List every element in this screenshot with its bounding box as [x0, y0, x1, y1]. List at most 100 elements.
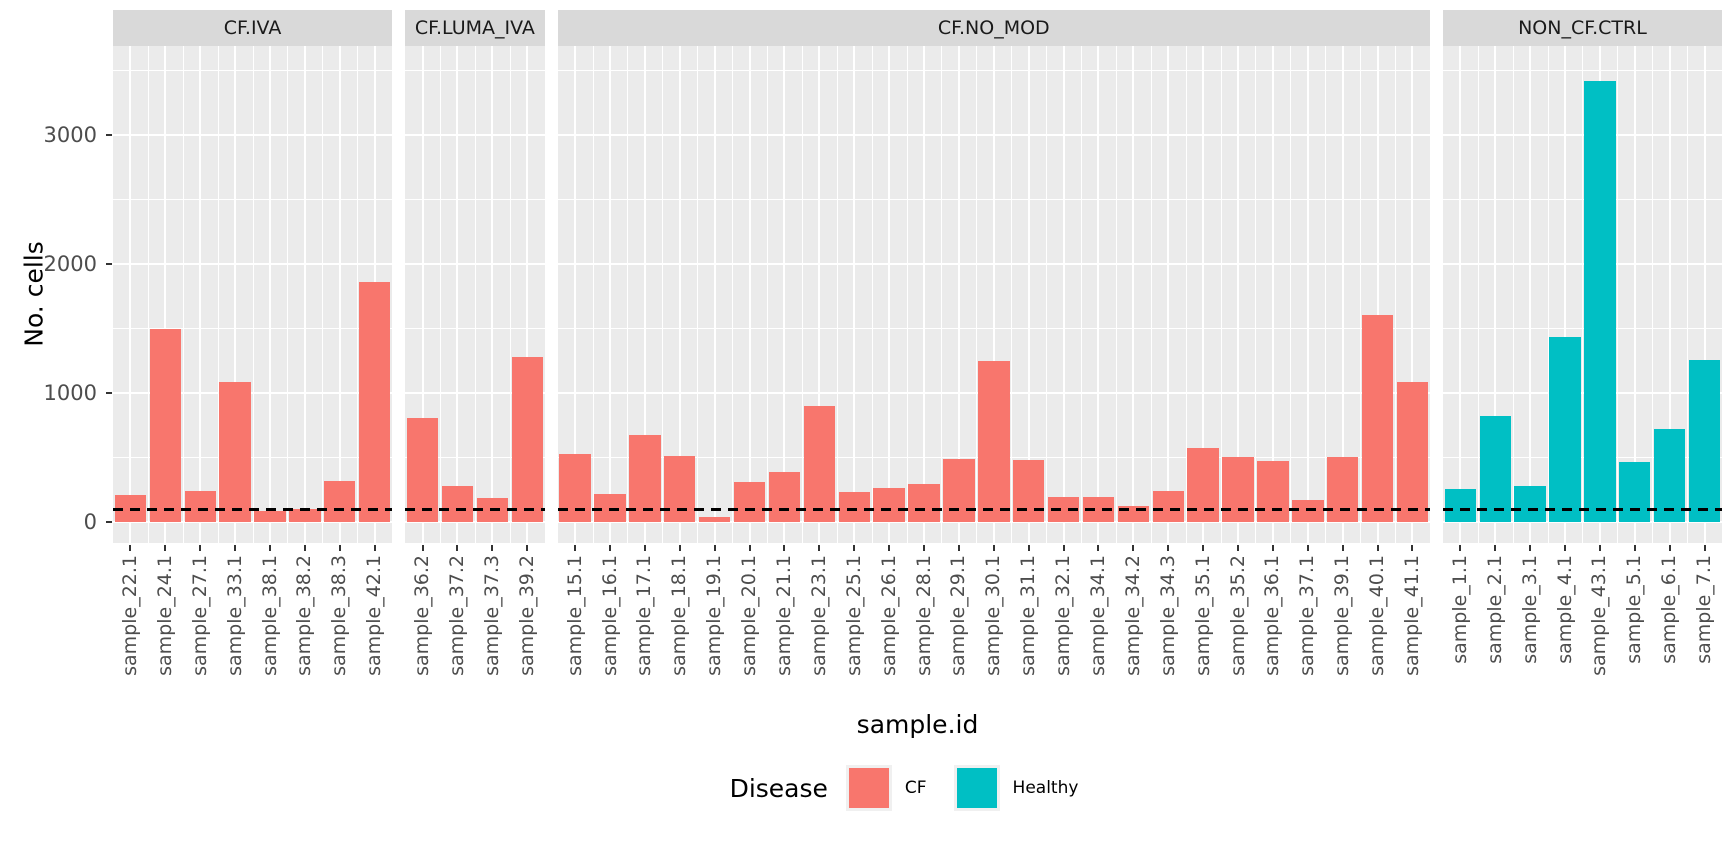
gridline-h-minor: [113, 70, 393, 72]
gridline-v-minor: [440, 46, 441, 543]
bar-slot: [287, 508, 322, 523]
x-label-slot: sample_33.1: [218, 552, 253, 702]
gridline-v-minor: [182, 46, 184, 543]
bar-sample_4.1: [1549, 337, 1581, 523]
grid-slot: [1617, 46, 1652, 543]
grid-slot: [697, 46, 732, 543]
grid-slot: [592, 46, 628, 543]
x-tick-mark: [609, 545, 611, 551]
x-label-slot: sample_23.1: [802, 552, 837, 702]
x-tick-label: sample_21.1: [772, 555, 795, 676]
grid-slot: [1220, 46, 1256, 543]
gridline-v-minor: [1081, 46, 1083, 543]
bar-slot: [662, 455, 697, 523]
x-tick-label: sample_5.1: [1623, 555, 1646, 664]
x-tick-label: sample_4.1: [1553, 555, 1576, 664]
gridline-v-minor: [1011, 46, 1013, 543]
x-tick-slot: [1617, 545, 1652, 552]
gridline-v-major: [818, 46, 821, 543]
bar-sample_34.3: [1152, 491, 1184, 523]
bar-sample_6.1: [1653, 428, 1686, 523]
gridline-v-minor: [1046, 46, 1048, 543]
gridline-v-major: [456, 46, 459, 543]
grid-slot: [147, 46, 183, 543]
x-tick-label: sample_18.1: [668, 555, 691, 676]
x-tick-label: sample_28.1: [912, 555, 935, 676]
x-tick-label: sample_16.1: [598, 555, 621, 676]
grid-slot: [509, 46, 545, 543]
gridline-h-minor: [113, 457, 393, 459]
x-tick-label: sample_43.1: [1588, 555, 1611, 676]
gridline-v-minor: [1582, 46, 1584, 543]
bar-sample_29.1: [943, 459, 975, 523]
gridline-v-minor: [1185, 46, 1187, 543]
facet-CF.IVA: CF.IVA sample_22.1 sample_24.1 sample_27.1 s…: [113, 10, 393, 702]
grid-slot: [558, 46, 593, 543]
gridline-h-major: [1442, 134, 1722, 137]
gridline-h-major: [1442, 392, 1722, 395]
gridline-v-minor: [836, 46, 838, 543]
threshold-dashed-line: [557, 507, 1430, 511]
gridline-v-major: [1564, 46, 1566, 543]
gridline-v-minor: [627, 46, 629, 543]
x-tick-mark: [923, 545, 926, 551]
x-tick-label: sample_34.3: [1156, 555, 1179, 676]
x-tick-mark: [1703, 545, 1706, 551]
gridline-v-major: [526, 46, 529, 543]
x-tick-slot: [1081, 545, 1116, 552]
x-tick-mark: [269, 545, 271, 551]
x-tick-slot: [1116, 545, 1151, 552]
x-tick-label: sample_35.1: [1191, 555, 1214, 676]
threshold-dashed-line: [1442, 507, 1722, 511]
x-tick-slot: [1478, 545, 1513, 552]
bar-slot: [1513, 485, 1548, 523]
bar-sample_25.1: [838, 492, 870, 523]
gridline-v-minor: [662, 46, 664, 543]
gridline-v-minor: [357, 46, 359, 543]
x-tick-slot: [941, 545, 976, 552]
x-tick-mark: [957, 545, 960, 551]
x-tick-slot: [1687, 545, 1722, 552]
x-tick-label: sample_31.1: [1017, 555, 1040, 676]
x-tick-mark: [164, 545, 167, 551]
bar-slot: [627, 435, 662, 523]
gridline-v-major: [1529, 46, 1532, 543]
x-tick-slot: [1290, 545, 1325, 552]
x-label-slot: sample_18.1: [662, 552, 697, 702]
bars-layer: [405, 46, 545, 543]
x-tick-label: sample_20.1: [738, 555, 761, 676]
gridline-v-major: [129, 46, 132, 543]
x-tick-label: sample_34.1: [1086, 555, 1109, 676]
x-tick-slot: [697, 545, 732, 552]
bar-slot: [510, 357, 545, 523]
gridline-v-major: [923, 46, 926, 543]
x-tick-mark: [1306, 545, 1309, 551]
x-tick-label: sample_41.1: [1400, 555, 1423, 676]
gridline-v-major: [164, 46, 167, 543]
bar-sample_38.2: [289, 508, 321, 523]
x-tick-label: sample_24.1: [153, 555, 176, 676]
x-label-slot: sample_34.3: [1151, 552, 1186, 702]
x-tick-label: sample_27.1: [188, 555, 211, 676]
x-tick-slot: [1221, 545, 1256, 552]
gridline-v-major: [1062, 46, 1065, 543]
x-tick-mark: [1494, 545, 1497, 551]
x-tick-mark: [1411, 545, 1414, 551]
gridline-v-minor: [1290, 46, 1292, 543]
gridline-h-major: [1442, 521, 1722, 524]
x-tick-slot: [1046, 545, 1081, 552]
x-label-slot: sample_36.1: [1255, 552, 1290, 702]
bar-slot: [976, 361, 1011, 523]
grid-slot: [1360, 46, 1395, 543]
grid-slot: [1290, 46, 1325, 543]
bar-sample_37.1: [1292, 499, 1324, 523]
x-label-slot: sample_28.1: [907, 552, 942, 702]
x-label-slot: sample_7.1: [1687, 552, 1722, 702]
x-label-slot: sample_22.1: [113, 552, 148, 702]
gridline-v-minor: [217, 46, 219, 543]
gridline-v-major: [678, 46, 681, 543]
bar-slot: [1011, 460, 1046, 523]
x-label-slot: sample_17.1: [627, 552, 662, 702]
x-tick-slot: [907, 545, 942, 552]
gridline-v-minor: [1477, 46, 1479, 543]
